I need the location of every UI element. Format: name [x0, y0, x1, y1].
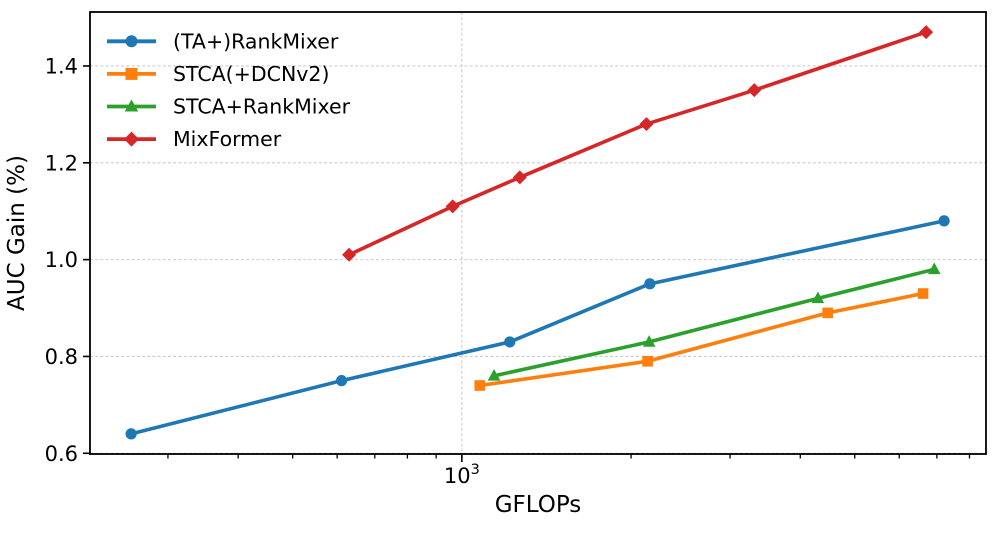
y-axis-title: AUC Gain (%) — [4, 155, 30, 311]
x-major-tick-label: 103 — [444, 462, 480, 488]
legend-label: STCA+RankMixer — [173, 95, 351, 119]
y-tick-label: 1.2 — [45, 151, 78, 175]
y-tick-label: 1.0 — [45, 248, 78, 272]
series-layer — [125, 25, 950, 440]
legend-label: STCA(+DCNv2) — [173, 62, 329, 86]
legend-square-marker — [125, 67, 138, 80]
legend-circle-marker — [125, 35, 138, 48]
y-tick-label: 0.8 — [45, 345, 78, 369]
series-line — [477, 291, 925, 388]
legend-label: (TA+)RankMixer — [173, 29, 339, 53]
square-marker — [474, 380, 486, 391]
legend: (TA+)RankMixer STCA(+DCNv2) STCA+RankMixer… — [107, 29, 351, 151]
series-stca-dcnv2- — [474, 288, 929, 391]
circle-marker — [335, 375, 348, 387]
series-line — [347, 30, 928, 257]
square-marker — [642, 355, 653, 367]
diamond-marker — [639, 117, 654, 132]
circle-marker — [644, 278, 656, 290]
series-mixformer — [342, 25, 934, 262]
triangle-marker — [811, 291, 825, 304]
series-line — [129, 219, 946, 436]
diamond-marker — [512, 170, 527, 185]
diamond-marker — [747, 83, 762, 98]
square-marker — [917, 288, 929, 299]
diamond-marker — [919, 25, 934, 40]
triangle-marker — [642, 335, 656, 347]
legend-diamond-marker — [124, 131, 139, 147]
plot-border — [89, 11, 987, 455]
y-tick-label: 1.4 — [45, 54, 78, 78]
circle-marker — [938, 215, 950, 227]
axes-layer: 0.6 0.8 1.0 1.2 1.4 103 — [45, 11, 987, 488]
legend-label: MixFormer — [173, 127, 282, 151]
triangle-marker — [487, 369, 501, 381]
legend-item: STCA+RankMixer — [107, 95, 351, 119]
diamond-marker — [342, 247, 357, 262]
circle-marker — [125, 428, 137, 440]
y-tick-label: 0.6 — [45, 442, 78, 466]
triangle-marker — [927, 262, 941, 275]
legend-item: (TA+)RankMixer — [107, 29, 339, 53]
x-axis-title: GFLOPs — [495, 492, 582, 518]
series-stca-rankmixer — [487, 262, 941, 381]
series--ta-rankmixer — [125, 215, 950, 440]
legend-item: MixFormer — [107, 127, 282, 151]
series-line — [492, 267, 937, 378]
circle-marker — [504, 336, 516, 348]
diamond-marker — [445, 199, 460, 214]
legend-triangle-marker — [124, 99, 139, 112]
legend-item: STCA(+DCNv2) — [107, 62, 329, 86]
square-marker — [822, 307, 833, 319]
